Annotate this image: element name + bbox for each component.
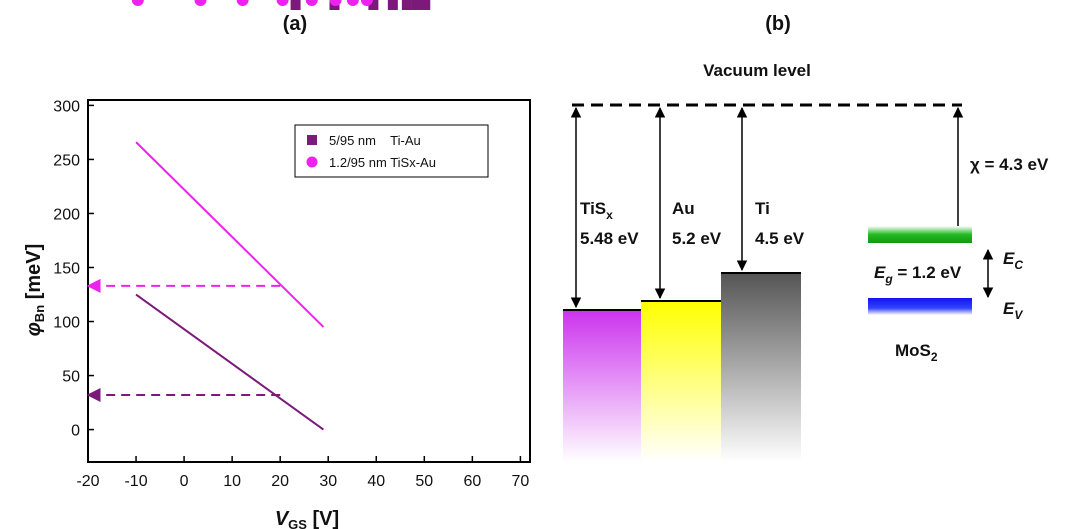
ev-label: EV — [1003, 299, 1023, 322]
tisx-sub: x — [606, 208, 613, 222]
mos2-main: MoS — [895, 341, 931, 360]
point — [290, 0, 301, 10]
point — [236, 0, 249, 6]
ec-label: EC — [1003, 249, 1023, 272]
point — [305, 0, 318, 6]
y-label-sub: Bn — [32, 305, 47, 322]
y-tick-label: 50 — [62, 369, 80, 386]
band-diagram: (b) Vacuum level TiSx 5.48 eV Au 5.2 eV … — [563, 13, 1049, 462]
ti-block — [721, 273, 801, 462]
y-label-main: φ — [23, 322, 45, 336]
mos2-sub: 2 — [931, 350, 938, 364]
ec-sub: C — [1014, 258, 1023, 272]
x-tick-label: 20 — [271, 473, 289, 490]
y-tick-label: 100 — [53, 315, 80, 332]
x-tick-label: 70 — [511, 473, 529, 490]
tisx-label: TiSx — [580, 199, 613, 222]
y-tick-label: 150 — [53, 260, 80, 277]
valence-band — [868, 298, 972, 315]
eg-label: Eg = 1.2 eV — [874, 263, 962, 286]
tisx-energy: 5.48 eV — [580, 229, 639, 248]
point — [368, 0, 379, 10]
point — [194, 0, 207, 6]
x-label-unit: [V] — [307, 508, 339, 529]
ti-energy: 4.5 eV — [755, 229, 805, 248]
legend-marker — [306, 156, 318, 168]
x-label-sub: GS — [288, 517, 307, 529]
y-tick-label: 200 — [53, 206, 80, 223]
y-tick-label: 250 — [53, 152, 80, 169]
point — [387, 0, 398, 10]
panel-title: (b) — [765, 13, 791, 35]
legend-label: 5/95 nm Ti-Au — [329, 133, 421, 148]
x-axis-label: VGS [V] — [275, 508, 339, 529]
legend-box — [294, 124, 489, 178]
y-axis-label: φBn [meV] — [23, 244, 47, 337]
au-label: Au — [672, 199, 695, 218]
tisx-name: TiS — [580, 199, 606, 218]
ev-sub: V — [1014, 308, 1023, 322]
legend-label: 1.2/95 nm TiSx-Au — [329, 155, 436, 170]
mos2-label: MoS2 — [895, 341, 938, 364]
y-tick-label: 300 — [53, 98, 80, 115]
x-tick-label: 40 — [367, 473, 385, 490]
conduction-band — [868, 226, 972, 243]
x-tick-label: 30 — [319, 473, 337, 490]
tisx-block — [563, 310, 641, 462]
ti-label: Ti — [755, 199, 770, 218]
point — [420, 0, 431, 10]
x-label-main: V — [275, 508, 290, 529]
x-tick-label: 50 — [415, 473, 433, 490]
chi-label: χ = 4.3 eV — [970, 155, 1049, 174]
point — [276, 0, 289, 6]
au-block — [641, 301, 721, 462]
point — [131, 0, 144, 6]
panel-title: (a) — [283, 13, 307, 35]
x-tick-label: -10 — [124, 473, 147, 490]
x-tick-label: -20 — [76, 473, 99, 490]
point — [360, 0, 373, 6]
x-tick-label: 10 — [223, 473, 241, 490]
eg-rest: = 1.2 eV — [893, 263, 962, 282]
point — [346, 0, 359, 6]
legend-marker — [307, 135, 317, 145]
x-tick-label: 0 — [180, 473, 189, 490]
eg-sub: g — [884, 272, 893, 286]
y-label-unit: [meV] — [23, 244, 45, 305]
eg-main: E — [874, 263, 886, 282]
vacuum-label: Vacuum level — [703, 61, 811, 80]
fit-line — [135, 293, 324, 431]
ev-main: E — [1003, 299, 1015, 318]
ec-main: E — [1003, 249, 1015, 268]
x-tick-label: 60 — [463, 473, 481, 490]
y-tick-label: 0 — [71, 423, 80, 440]
point — [401, 0, 412, 10]
point — [329, 0, 342, 6]
au-energy: 5.2 eV — [672, 229, 722, 248]
fit-line — [135, 141, 325, 328]
